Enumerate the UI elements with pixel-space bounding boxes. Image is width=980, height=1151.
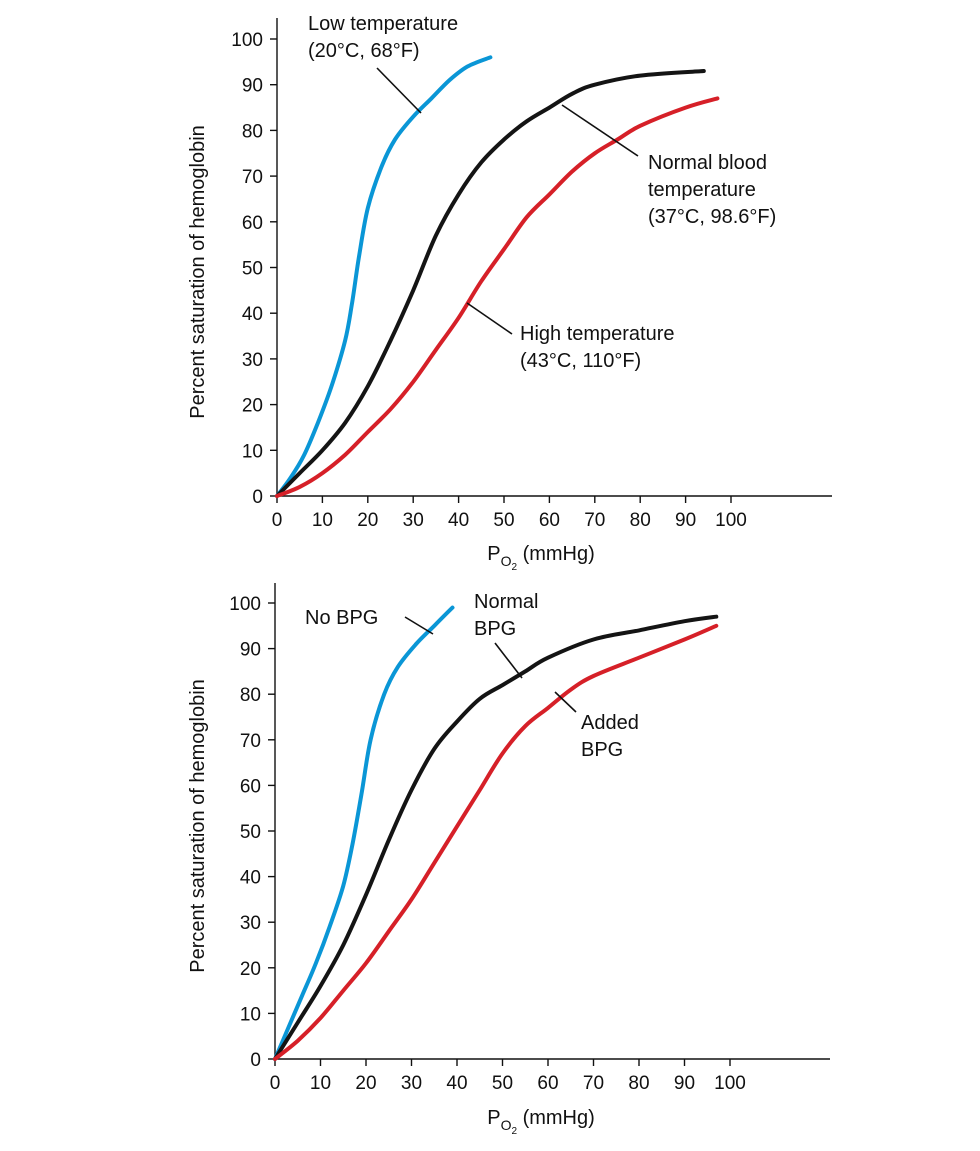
x-tick-label: 50 [492, 1073, 513, 1094]
y-tick-label: 10 [242, 441, 263, 462]
x-tick-label: 50 [493, 510, 514, 531]
series-black-curve [273, 614, 719, 1061]
svg-text:BPG: BPG [581, 739, 623, 761]
y-tick-label: 60 [242, 213, 263, 234]
y-tick-label: 90 [242, 76, 263, 97]
series-blue-curve [275, 55, 493, 498]
y-tick-label: 70 [242, 167, 263, 188]
y-tick-label: 10 [240, 1004, 261, 1025]
y-tick-label: 20 [240, 959, 261, 980]
chart-temperature-curves [275, 55, 720, 498]
leader-high-temperature [466, 302, 513, 335]
series-black-curve [275, 69, 706, 498]
x-tick-label: 10 [310, 1073, 331, 1094]
y-tick-label: 90 [240, 640, 261, 661]
x-tick-label: 40 [448, 510, 469, 531]
y-tick-label: 40 [242, 304, 263, 325]
label-low-temperature: Low temperature (20°C, 68°F) [308, 13, 458, 114]
chart-temperature-y-ticks: 0 10 20 30 40 50 60 70 80 90 100 [231, 30, 277, 508]
chart-temperature-x-axis-label: PO2 (mmHg) [487, 543, 595, 573]
y-tick-label: 30 [240, 913, 261, 934]
x-tick-label: 20 [355, 1073, 376, 1094]
x-tick-label: 30 [401, 1073, 422, 1094]
y-tick-label: 50 [242, 259, 263, 280]
svg-text:(20°C, 68°F): (20°C, 68°F) [308, 40, 420, 62]
x-tick-label: 40 [446, 1073, 467, 1094]
y-tick-label: 20 [242, 396, 263, 417]
svg-text:Added: Added [581, 712, 639, 734]
leader-normal-bpg [494, 642, 523, 679]
label-no-bpg: No BPG [305, 607, 434, 635]
series-red-curve [275, 96, 720, 498]
leader-normal-temperature [561, 104, 639, 157]
x-tick-label: 100 [715, 510, 747, 531]
chart-bpg: 0 10 20 30 40 50 60 70 80 90 100 0 10 20 30 40 50 60 70 80… [187, 583, 830, 1137]
x-tick-label: 60 [537, 1073, 558, 1094]
y-tick-label: 40 [240, 868, 261, 889]
chart-bpg-axes [274, 583, 830, 1060]
x-tick-label: 80 [630, 510, 651, 531]
x-tick-label: 10 [312, 510, 333, 531]
y-tick-label: 100 [231, 30, 263, 51]
x-tick-label: 0 [272, 510, 283, 531]
chart-temperature: 0 10 20 30 40 50 60 70 80 90 100 0 10 20 30 40 50 60 70 80… [187, 13, 832, 573]
y-tick-label: 80 [240, 685, 261, 706]
svg-text:Low temperature: Low temperature [308, 13, 458, 35]
series-blue-curve [273, 605, 455, 1061]
svg-text:Normal: Normal [474, 591, 538, 613]
leader-added-bpg [554, 691, 577, 713]
x-tick-label: 80 [628, 1073, 649, 1094]
x-tick-label: 60 [539, 510, 560, 531]
svg-text:BPG: BPG [474, 618, 516, 640]
y-tick-label: 50 [240, 822, 261, 843]
svg-text:Normal blood: Normal blood [648, 152, 767, 174]
y-tick-label: 100 [229, 594, 261, 615]
svg-text:temperature: temperature [648, 179, 756, 201]
chart-temperature-x-ticks: 0 10 20 30 40 50 60 70 80 90 100 [272, 496, 747, 531]
y-tick-label: 60 [240, 776, 261, 797]
leader-no-bpg [404, 616, 434, 635]
x-tick-label: 30 [403, 510, 424, 531]
svg-text:(37°C, 98.6°F): (37°C, 98.6°F) [648, 206, 776, 228]
x-tick-label: 70 [583, 1073, 604, 1094]
chart-bpg-curves [273, 605, 719, 1061]
x-tick-label: 100 [714, 1073, 746, 1094]
label-added-bpg: Added BPG [554, 691, 639, 761]
label-normal-temperature: Normal blood temperature (37°C, 98.6°F) [561, 104, 776, 228]
x-tick-label: 0 [270, 1073, 281, 1094]
x-tick-label: 90 [674, 1073, 695, 1094]
series-red-curve [273, 623, 719, 1061]
x-tick-label: 20 [357, 510, 378, 531]
label-high-temperature: High temperature (43°C, 110°F) [466, 302, 675, 372]
y-tick-label: 30 [242, 350, 263, 371]
chart-temperature-axes [276, 18, 832, 497]
svg-text:High temperature: High temperature [520, 323, 675, 345]
leader-low-temperature [376, 67, 422, 114]
x-tick-label: 90 [675, 510, 696, 531]
chart-bpg-y-ticks: 0 10 20 30 40 50 60 70 80 90 100 [229, 594, 275, 1071]
svg-text:No BPG: No BPG [305, 607, 378, 629]
y-tick-label: 0 [252, 487, 263, 508]
chart-temperature-y-axis-label: Percent saturation of hemoglobin [187, 125, 209, 419]
label-normal-bpg: Normal BPG [474, 591, 538, 679]
chart-bpg-y-axis-label: Percent saturation of hemoglobin [187, 679, 209, 973]
y-tick-label: 0 [250, 1050, 261, 1071]
x-tick-label: 70 [584, 510, 605, 531]
chart-bpg-x-axis-label: PO2 (mmHg) [487, 1107, 595, 1137]
y-tick-label: 80 [242, 121, 263, 142]
chart-bpg-x-ticks: 0 10 20 30 40 50 60 70 80 90 100 [270, 1059, 746, 1094]
y-tick-label: 70 [240, 731, 261, 752]
svg-text:(43°C, 110°F): (43°C, 110°F) [520, 350, 641, 372]
